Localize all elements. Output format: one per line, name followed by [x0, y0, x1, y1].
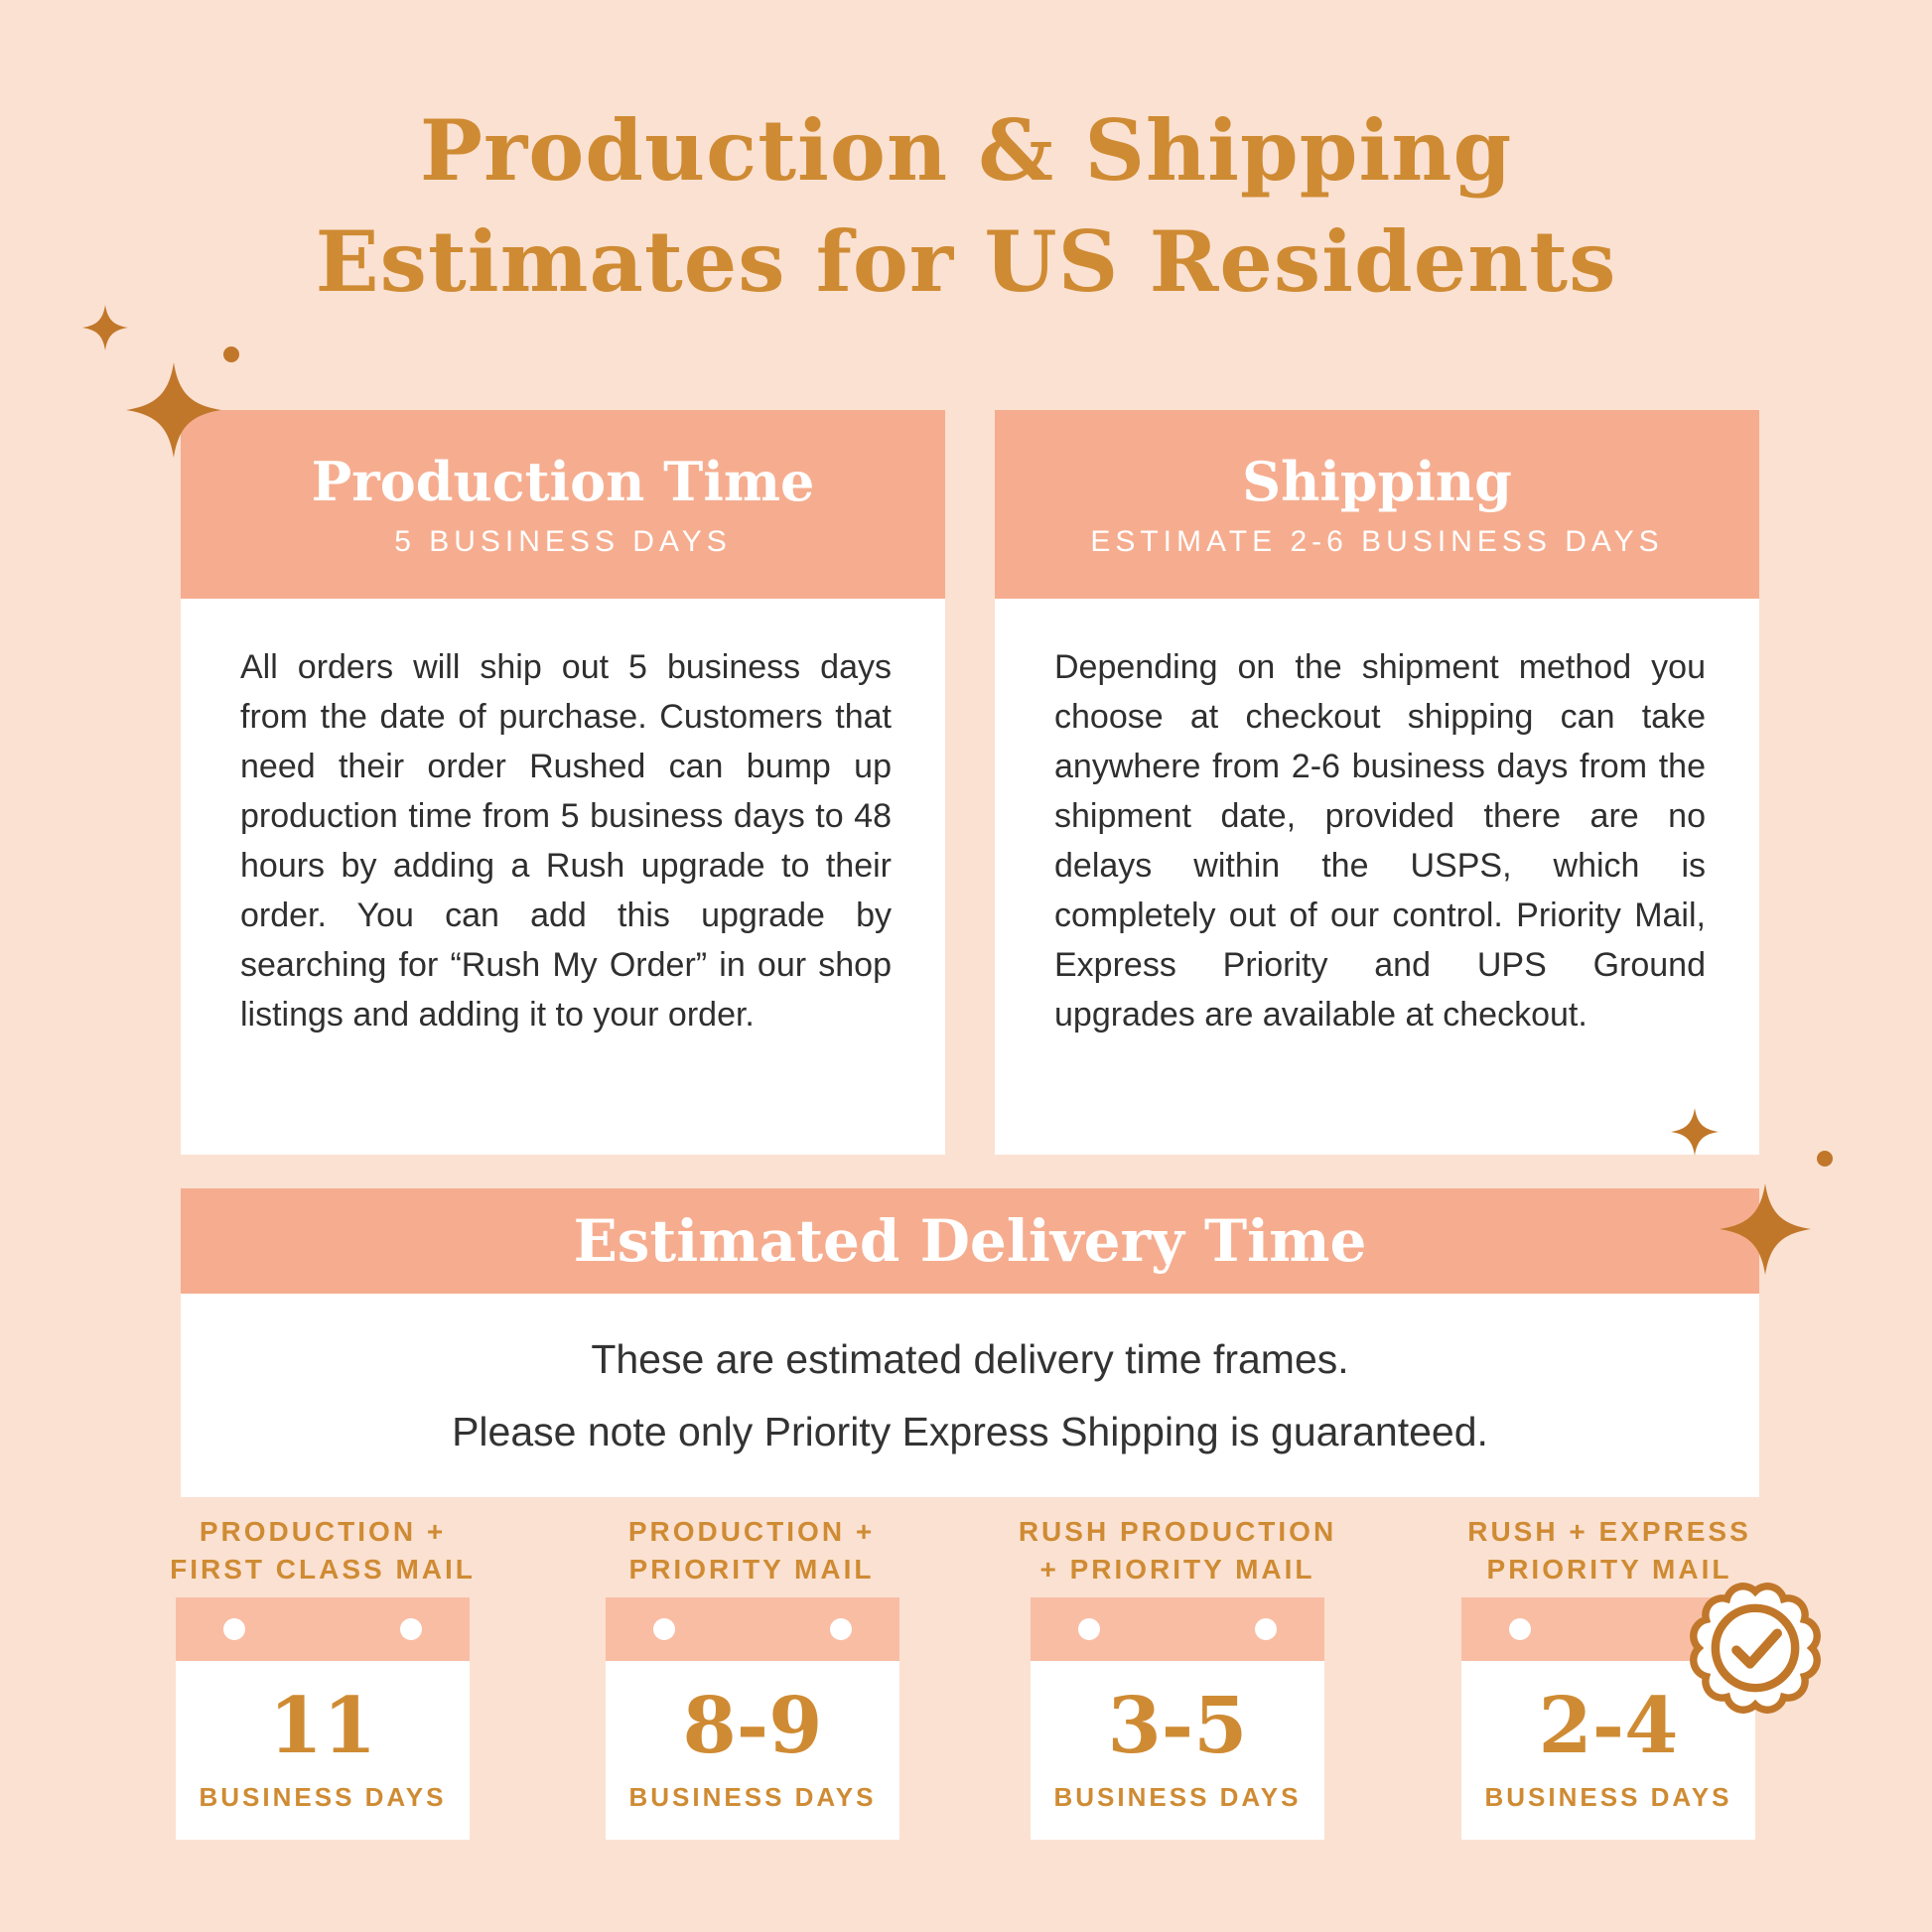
calendar-ring-dot	[653, 1618, 675, 1640]
calendar-icon: 11 BUSINESS DAYS	[176, 1597, 470, 1840]
estimate-days: 3-5	[1107, 1681, 1248, 1771]
estimate-unit: BUSINESS DAYS	[1053, 1782, 1302, 1812]
calendar-ring-dot	[830, 1618, 852, 1640]
shipping-card-header: Shipping ESTIMATE 2-6 BUSINESS DAYS	[995, 410, 1759, 599]
estimate-label-line: PRODUCTION +	[627, 1516, 876, 1547]
sparkle-icon	[126, 362, 221, 463]
page-title: Production & Shipping Estimates for US R…	[0, 95, 1932, 318]
calendar-ring-dot	[400, 1618, 422, 1640]
calendar-ring-dot	[1078, 1618, 1100, 1640]
estimate-label-line: PRODUCTION +	[199, 1516, 447, 1547]
dot-icon	[223, 346, 239, 362]
page-title-line1: Production & Shipping	[419, 101, 1513, 200]
calendar-icon: 8-9 BUSINESS DAYS	[606, 1597, 899, 1840]
delivery-note-line2: Please note only Priority Express Shippi…	[452, 1408, 1488, 1454]
estimate-label-first-class: PRODUCTION + FIRST CLASS MAIL	[104, 1513, 541, 1588]
estimate-label-rush-express: RUSH + EXPRESS PRIORITY MAIL	[1391, 1513, 1828, 1588]
estimate-label-line: PRIORITY MAIL	[1486, 1554, 1732, 1585]
estimated-delivery-banner: Estimated Delivery Time	[181, 1188, 1759, 1294]
shipping-card-body: Depending on the shipment method you cho…	[995, 599, 1759, 1155]
calendar-ring-dot	[1255, 1618, 1277, 1640]
estimate-unit: BUSINESS DAYS	[628, 1782, 877, 1812]
estimate-days: 11	[268, 1681, 377, 1771]
calendar-ring-dot	[1509, 1618, 1531, 1640]
estimate-label-line: + PRIORITY MAIL	[1039, 1554, 1315, 1585]
estimate-label-line: RUSH PRODUCTION	[1018, 1516, 1337, 1547]
estimate-unit: BUSINESS DAYS	[199, 1782, 447, 1812]
sparkle-icon	[82, 305, 128, 355]
estimate-unit: BUSINESS DAYS	[1484, 1782, 1732, 1812]
estimate-days: 8-9	[682, 1681, 823, 1771]
estimate-label-line: RUSH + EXPRESS	[1467, 1516, 1751, 1547]
sparkle-icon	[1720, 1183, 1811, 1280]
calendar-icon: 3-5 BUSINESS DAYS	[1031, 1597, 1324, 1840]
estimate-days: 2-4	[1538, 1681, 1679, 1771]
page-title-line2: Estimates for US Residents	[315, 212, 1617, 311]
production-time-card: Production Time 5 BUSINESS DAYS All orde…	[181, 410, 945, 1155]
delivery-note-line1: These are estimated delivery time frames…	[591, 1335, 1349, 1382]
calendar-header	[606, 1597, 899, 1661]
estimate-label-line: FIRST CLASS MAIL	[170, 1554, 476, 1585]
checkmark-seal-icon	[1682, 1575, 1829, 1726]
calendar-header	[1031, 1597, 1324, 1661]
production-card-title: Production Time	[311, 450, 815, 513]
production-card-header: Production Time 5 BUSINESS DAYS	[181, 410, 945, 599]
estimate-label-rush-priority: RUSH PRODUCTION + PRIORITY MAIL	[959, 1513, 1396, 1588]
shipping-card: Shipping ESTIMATE 2-6 BUSINESS DAYS Depe…	[995, 410, 1759, 1155]
production-card-body: All orders will ship out 5 business days…	[181, 599, 945, 1155]
production-card-subtitle: 5 BUSINESS DAYS	[394, 525, 732, 558]
shipping-card-subtitle: ESTIMATE 2-6 BUSINESS DAYS	[1090, 525, 1664, 558]
estimate-label-line: PRIORITY MAIL	[628, 1554, 875, 1585]
calendar-ring-dot	[223, 1618, 245, 1640]
dot-icon	[1817, 1151, 1833, 1167]
delivery-note: These are estimated delivery time frames…	[181, 1294, 1759, 1497]
calendar-header	[176, 1597, 470, 1661]
shipping-card-title: Shipping	[1242, 450, 1512, 513]
sparkle-icon	[1671, 1108, 1719, 1161]
estimate-label-priority: PRODUCTION + PRIORITY MAIL	[533, 1513, 970, 1588]
